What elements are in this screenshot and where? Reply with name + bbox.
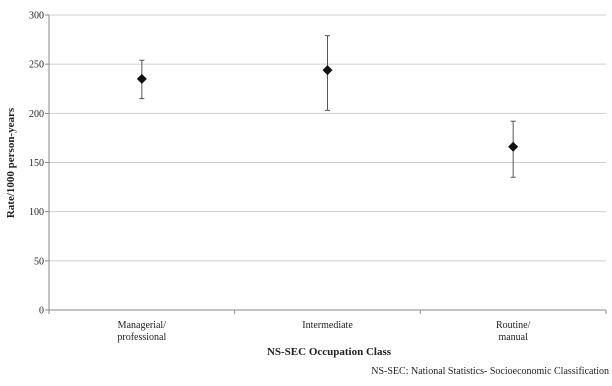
data-point-diamond — [508, 142, 518, 152]
y-tick-label: 0 — [39, 306, 44, 317]
x-category-labels: Managerial/professional Intermediate Routi… — [117, 320, 530, 343]
x-category-label-line: Managerial/ — [118, 320, 167, 331]
y-tick-label: 150 — [29, 158, 44, 169]
footnote: NS-SEC: National Statistics- Socioeconom… — [371, 366, 609, 377]
y-tick-label: 300 — [29, 11, 44, 22]
y-tick-label: 100 — [29, 207, 44, 218]
axes — [45, 15, 606, 314]
error-bars — [139, 36, 515, 178]
y-tick-label: 50 — [34, 256, 44, 267]
x-category-label-line: manual — [498, 332, 528, 343]
y-tick-label: 250 — [29, 60, 44, 71]
x-category-label-line: professional — [117, 332, 166, 343]
y-axis-title: Rate/1000 person-years — [5, 107, 17, 218]
x-axis-title: NS-SEC Occupation Class — [267, 346, 392, 358]
x-category-label: Intermediate — [302, 320, 353, 331]
data-point-diamond — [137, 74, 147, 84]
x-category-label: Managerial/professional — [117, 320, 166, 343]
y-tick-label: 200 — [29, 109, 44, 120]
y-tick-labels: 0 50 100 150 200 250 300 — [29, 11, 44, 317]
x-category-label-line: Routine/ — [496, 320, 531, 331]
x-category-label: Routine/manual — [496, 320, 531, 343]
data-point-diamond — [323, 65, 333, 75]
x-category-label-line: Intermediate — [302, 320, 353, 331]
